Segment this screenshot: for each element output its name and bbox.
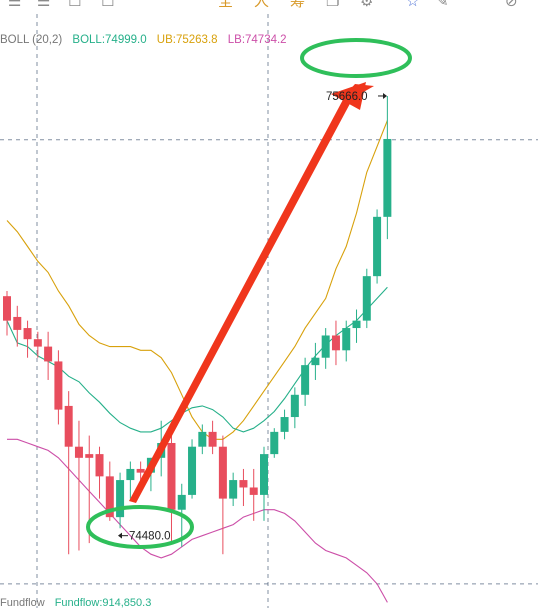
candle-body bbox=[290, 394, 299, 418]
fundflow-legend: Fundflow Fundflow:914,850.3 bbox=[0, 596, 158, 610]
boll-indicator-name[interactable]: BOLL (20,2) bbox=[0, 34, 63, 46]
candle-body bbox=[167, 442, 176, 510]
candle-body bbox=[64, 405, 73, 447]
candle-body bbox=[301, 365, 310, 395]
hand-label[interactable]: 筹 bbox=[290, 0, 306, 10]
hand-label[interactable]: 人 bbox=[254, 0, 270, 10]
candle-body bbox=[311, 357, 320, 366]
candle-body bbox=[352, 320, 361, 329]
candle-body bbox=[229, 480, 238, 499]
frame-icon[interactable]: ☐ bbox=[101, 0, 115, 10]
menu-icon[interactable]: ☰ bbox=[37, 0, 51, 10]
fundflow-value: Fundflow:914,850.3 bbox=[54, 597, 152, 609]
high-highlight-circle bbox=[300, 38, 412, 78]
boll-legend: BOLL (20,2) BOLL:74999.0 UB:75263.8 LB:7… bbox=[0, 32, 294, 48]
candle-body bbox=[136, 468, 145, 473]
candle-body bbox=[260, 454, 268, 495]
candle-body bbox=[126, 468, 135, 481]
ub-value: UB:75263.8 bbox=[156, 34, 218, 46]
frame-icon[interactable]: ☐ bbox=[68, 0, 82, 10]
candle-body bbox=[331, 335, 340, 351]
trend-arrow bbox=[129, 84, 374, 503]
lb-value: LB:74734.2 bbox=[227, 34, 287, 46]
boll-value: BOLL:74999.0 bbox=[72, 34, 147, 46]
pen-icon[interactable]: ⊘ bbox=[505, 0, 518, 10]
copy-icon[interactable]: ❐ bbox=[326, 0, 340, 10]
high-arrow-icon bbox=[383, 92, 387, 99]
boll-line bbox=[6, 286, 388, 433]
candle-body bbox=[85, 454, 94, 458]
pen-icon[interactable]: ⌒ bbox=[470, 0, 486, 10]
candle-body bbox=[177, 494, 186, 510]
candle-body bbox=[280, 417, 289, 432]
candle-body bbox=[33, 339, 42, 347]
high-price-label: 75666.0 bbox=[326, 91, 368, 103]
candle-body bbox=[95, 454, 104, 477]
candle-body bbox=[383, 138, 392, 217]
candle-body bbox=[239, 480, 248, 488]
candle-body bbox=[23, 328, 32, 340]
candle-body bbox=[188, 446, 197, 495]
candle-body bbox=[373, 216, 382, 277]
ruler-icon[interactable]: ✎ bbox=[436, 0, 449, 10]
hand-label[interactable]: 全 bbox=[218, 0, 234, 10]
candle-body bbox=[342, 328, 351, 351]
low-price-label: 74480.0 bbox=[129, 531, 171, 543]
candle-body bbox=[3, 296, 11, 321]
low-arrow-icon bbox=[118, 532, 122, 539]
candle-body bbox=[54, 361, 63, 410]
candle-body bbox=[362, 276, 371, 321]
candle-body bbox=[44, 346, 53, 362]
trend-arrow-head bbox=[331, 82, 366, 110]
ub-line bbox=[6, 120, 388, 440]
candle-body bbox=[249, 487, 258, 495]
candle-body bbox=[13, 316, 22, 330]
bars-icon[interactable]: ☰ bbox=[8, 0, 22, 10]
low-highlight-circle bbox=[86, 505, 194, 549]
lb-line bbox=[7, 438, 388, 603]
candle-body bbox=[116, 480, 125, 518]
candle-body bbox=[105, 476, 114, 518]
candle-body bbox=[198, 431, 207, 447]
candle-body bbox=[218, 446, 227, 499]
candle-body bbox=[270, 431, 279, 455]
candle-body bbox=[321, 335, 330, 358]
candle-body bbox=[74, 446, 83, 458]
fundflow-name[interactable]: Fundflow bbox=[0, 597, 45, 609]
settings-icon[interactable]: ⚙ bbox=[360, 0, 374, 10]
star-icon[interactable]: ☆ bbox=[406, 0, 420, 10]
top-toolbar: ☰ ☰ ☐ ☐ 全 人 筹 ❐ ⚙ ☆ ✎ ⌒ ⊘ bbox=[0, 0, 538, 12]
candle-body bbox=[208, 431, 217, 447]
